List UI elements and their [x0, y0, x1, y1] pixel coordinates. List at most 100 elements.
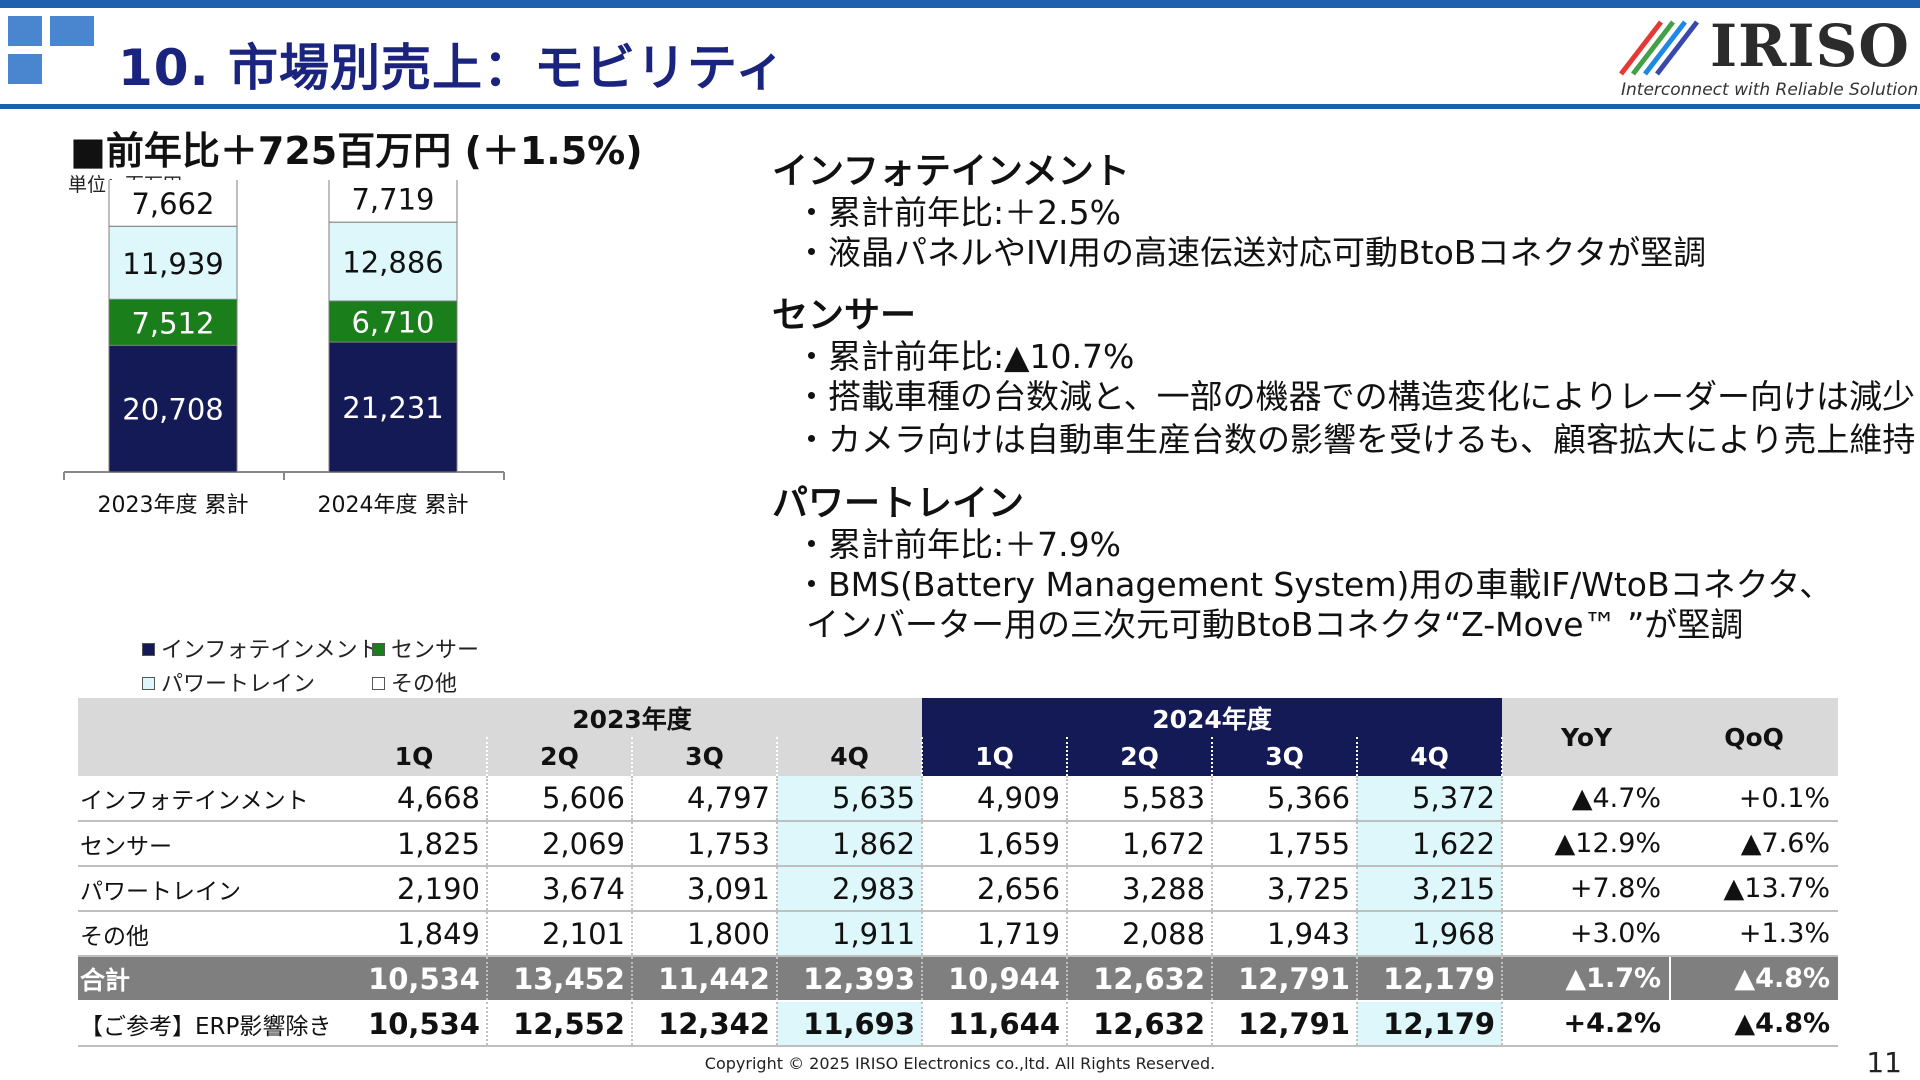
table-cell: 2,656 — [922, 866, 1069, 912]
bullet-text: ・累計前年比:＋7.9% — [795, 525, 1121, 564]
table-row: その他 1,849 2,101 1,800 1,911 1,719 2,088 1,943 1,… — [78, 911, 1839, 957]
bullet-text: ・累計前年比:＋2.5% — [795, 193, 1121, 232]
table-row: パワートレイン 2,190 3,674 3,091 2,983 2,656 3,288 3,7… — [78, 866, 1839, 912]
quarterly-sales-table: 2023年度 2024年度 YoY QoQ 1Q 2Q 3Q 4Q 1Q 2Q … — [78, 698, 1839, 1047]
corner-square-icon — [8, 16, 42, 46]
qoq-cell: ▲4.8% — [1670, 956, 1839, 1002]
table-cell: 12,179 — [1357, 956, 1504, 1002]
header-quarter: 3Q — [632, 737, 778, 776]
table-cell: 1,911 — [777, 911, 924, 957]
legend-label: その他 — [391, 672, 458, 697]
table-cell: 1,753 — [632, 821, 778, 867]
legend-swatch-icon — [372, 643, 385, 656]
bullet-text: ・搭載車種の台数減と、一部の機器での構造変化によりレーダー向けは減少 — [795, 377, 1916, 416]
table-cell: 2,069 — [487, 821, 633, 867]
table-row: センサー 1,825 2,069 1,753 1,862 1,659 1,672 1,755 1… — [78, 821, 1839, 867]
bar-segment — [108, 225, 238, 300]
bar-value-label: 7,719 — [351, 183, 434, 217]
legend-item: パワートレイン — [142, 666, 315, 698]
header-fy2023: 2023年度 — [342, 698, 923, 737]
table-cell: 10,534 — [342, 1001, 488, 1047]
legend-item: センサー — [372, 632, 479, 664]
bar-value-label: 21,231 — [342, 391, 443, 425]
table-cell: 3,674 — [487, 866, 633, 912]
table-cell: 3,091 — [632, 866, 778, 912]
legend-swatch-icon — [372, 677, 385, 690]
brand-name: IRISO — [1710, 12, 1910, 80]
table-cell: 3,288 — [1067, 866, 1214, 912]
bar-value-label: 7,512 — [131, 306, 214, 340]
bar-value-label: 20,708 — [122, 393, 223, 427]
bar-value-label: 7,662 — [131, 187, 214, 221]
row-label: インフォテインメント — [78, 776, 342, 822]
header-qoq: QoQ — [1670, 698, 1839, 776]
table-cell: 1,719 — [922, 911, 1069, 957]
table-cell: 11,693 — [777, 1001, 924, 1047]
table-cell: 12,342 — [632, 1001, 778, 1047]
bar-segment — [108, 180, 238, 227]
table-cell: 11,644 — [922, 1001, 1069, 1047]
qoq-cell: +1.3% — [1670, 911, 1839, 957]
legend-item: インフォテインメント — [142, 632, 380, 664]
bar-segment — [108, 344, 238, 473]
table-cell: 10,944 — [922, 956, 1069, 1002]
header-quarter: 1Q — [342, 737, 488, 776]
header-fy2024: 2024年度 — [922, 698, 1503, 737]
bar-segment — [328, 300, 458, 343]
yoy-cell: ▲12.9% — [1502, 821, 1672, 867]
table-cell: 12,791 — [1212, 1001, 1359, 1047]
bar-value-label: 6,710 — [351, 306, 434, 340]
table-cell: 1,672 — [1067, 821, 1214, 867]
table-cell: 10,534 — [342, 956, 488, 1002]
table-cell: 12,632 — [1067, 956, 1214, 1002]
row-label: センサー — [78, 821, 342, 867]
table-cell: 1,800 — [632, 911, 778, 957]
yoy-cell: +4.2% — [1502, 1001, 1672, 1047]
qoq-cell: +0.1% — [1670, 776, 1839, 822]
table-cell: 5,583 — [1067, 776, 1214, 822]
bar-value-label: 12,886 — [342, 246, 443, 280]
bullet-text: ・累計前年比:▲10.7% — [795, 337, 1135, 376]
qoq-cell: ▲4.8% — [1670, 1001, 1839, 1047]
table-cell: 3,215 — [1357, 866, 1504, 912]
table-cell: 12,791 — [1212, 956, 1359, 1002]
table-corner — [78, 698, 342, 776]
table-cell: 5,372 — [1357, 776, 1504, 822]
legend-swatch-icon — [142, 677, 155, 690]
row-label: 【ご参考】ERP影響除き — [78, 1001, 342, 1047]
category-label: 2024年度 累計 — [318, 493, 469, 518]
yoy-cell: ▲1.7% — [1502, 956, 1672, 1002]
header-quarter: 1Q — [922, 737, 1069, 776]
table-cell: 13,452 — [487, 956, 633, 1002]
table-cell: 2,983 — [777, 866, 924, 912]
header-quarter: 4Q — [1357, 737, 1504, 776]
table-cell: 1,849 — [342, 911, 488, 957]
table-cell: 1,862 — [777, 821, 924, 867]
table-cell: 1,622 — [1357, 821, 1504, 867]
logo-stripes-icon — [1619, 20, 1699, 76]
header-quarter: 2Q — [487, 737, 633, 776]
yoy-cell: ▲4.7% — [1502, 776, 1672, 822]
table-cell: 4,668 — [342, 776, 488, 822]
table-cell: 1,659 — [922, 821, 1069, 867]
yoy-cell: +7.8% — [1502, 866, 1672, 912]
table-cell: 11,442 — [632, 956, 778, 1002]
legend-label: インフォテインメント — [161, 638, 380, 663]
copyright-text: Copyright © 2025 IRISO Electronics co.,l… — [704, 1054, 1216, 1073]
legend-swatch-icon — [142, 643, 155, 656]
bar-value-label: 11,939 — [122, 247, 223, 281]
table-cell: 2,088 — [1067, 911, 1214, 957]
bullet-text: ・BMS(Battery Management System)用の車載IF/Wt… — [795, 565, 1833, 604]
bar-segment — [328, 180, 458, 223]
table-cell: 1,943 — [1212, 911, 1359, 957]
section-heading-powertrain: パワートレイン — [772, 483, 1025, 524]
bullet-text: ・液晶パネルやIVI用の高速伝送対応可動BtoBコネクタが堅調 — [795, 233, 1707, 272]
bullet-text: ・カメラ向けは自動車生産台数の影響を受けるも、顧客拡大により売上維持 — [795, 420, 1916, 459]
header-yoy: YoY — [1502, 698, 1671, 776]
table-cell: 12,552 — [487, 1001, 633, 1047]
header-quarter: 2Q — [1067, 737, 1214, 776]
corner-square-icon — [50, 16, 94, 46]
header-quarter: 3Q — [1212, 737, 1359, 776]
row-label: その他 — [78, 911, 342, 957]
